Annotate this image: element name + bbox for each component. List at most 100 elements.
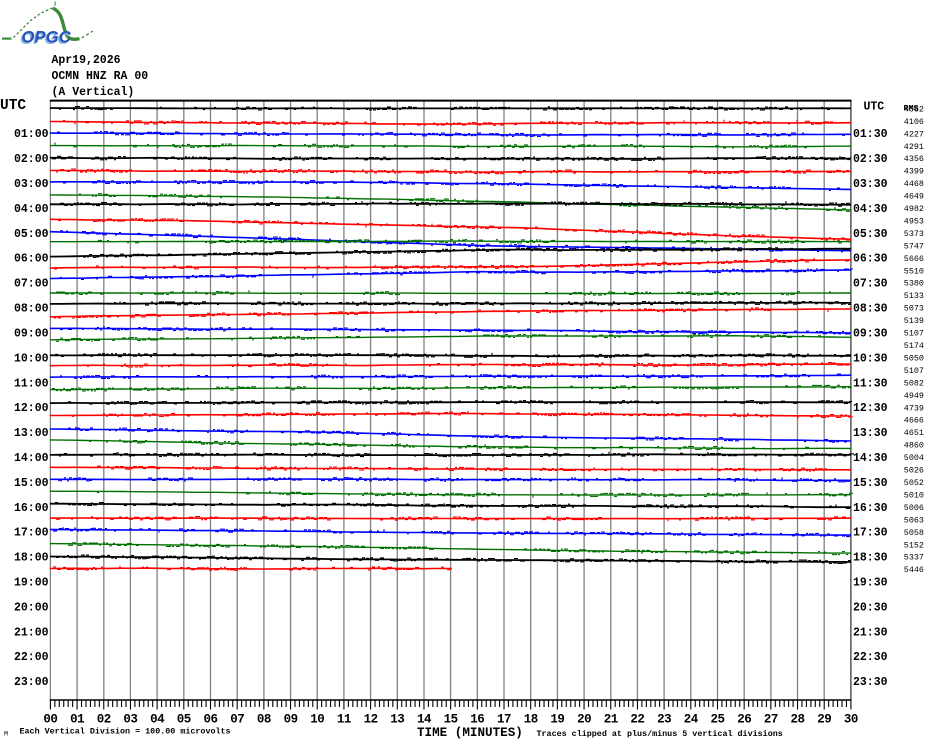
svg-text:5006: 5006 xyxy=(904,503,924,513)
svg-text:19:30: 19:30 xyxy=(853,577,888,590)
svg-text:18:30: 18:30 xyxy=(853,552,888,565)
svg-text:16:30: 16:30 xyxy=(853,502,888,515)
svg-text:22:00: 22:00 xyxy=(14,651,49,664)
svg-text:17: 17 xyxy=(497,713,511,727)
svg-text:30: 30 xyxy=(844,713,858,727)
svg-text:09:00: 09:00 xyxy=(14,328,49,341)
svg-text:4356: 4356 xyxy=(904,154,924,164)
svg-text:08: 08 xyxy=(257,713,271,727)
svg-text:4651: 4651 xyxy=(904,428,924,438)
svg-text:4949: 4949 xyxy=(904,391,924,401)
svg-text:5107: 5107 xyxy=(904,366,924,376)
svg-text:23: 23 xyxy=(657,713,671,727)
svg-text:5073: 5073 xyxy=(904,304,924,314)
svg-text:02: 02 xyxy=(97,713,111,727)
svg-text:08:00: 08:00 xyxy=(14,303,49,316)
svg-text:10:00: 10:00 xyxy=(14,352,49,365)
svg-text:TIME (MINUTES): TIME (MINUTES) xyxy=(417,726,523,740)
svg-text:21: 21 xyxy=(604,713,618,727)
svg-text:4860: 4860 xyxy=(904,441,924,451)
svg-text:17:00: 17:00 xyxy=(14,527,49,540)
svg-text:17:30: 17:30 xyxy=(853,527,888,540)
svg-text:07:00: 07:00 xyxy=(14,278,49,291)
svg-text:5510: 5510 xyxy=(904,266,924,276)
svg-text:5133: 5133 xyxy=(904,291,924,301)
svg-text:16:00: 16:00 xyxy=(14,502,49,515)
svg-text:12: 12 xyxy=(364,713,378,727)
svg-text:5107: 5107 xyxy=(904,329,924,339)
svg-text:25: 25 xyxy=(710,713,724,727)
svg-text:09:30: 09:30 xyxy=(853,328,888,341)
svg-text:14:30: 14:30 xyxy=(853,452,888,465)
svg-text:18: 18 xyxy=(524,713,538,727)
svg-text:19:00: 19:00 xyxy=(14,577,49,590)
svg-text:01:00: 01:00 xyxy=(14,128,49,141)
svg-text:06:30: 06:30 xyxy=(853,253,888,266)
svg-text:5446: 5446 xyxy=(904,565,924,575)
svg-text:5004: 5004 xyxy=(904,453,924,463)
svg-text:5058: 5058 xyxy=(904,528,924,538)
svg-text:01: 01 xyxy=(70,713,84,727)
svg-text:5063: 5063 xyxy=(904,515,924,525)
svg-text:5152: 5152 xyxy=(904,540,924,550)
svg-text:15:30: 15:30 xyxy=(853,477,888,490)
svg-text:21:00: 21:00 xyxy=(14,626,49,639)
svg-text:15: 15 xyxy=(444,713,458,727)
svg-text:18:00: 18:00 xyxy=(14,552,49,565)
svg-text:Traces clipped at plus/minus 5: Traces clipped at plus/minus 5 vertical … xyxy=(537,729,783,739)
svg-text:(A Vertical): (A Vertical) xyxy=(52,86,135,99)
svg-text:4399: 4399 xyxy=(904,167,924,177)
svg-text:UTC: UTC xyxy=(864,101,885,114)
svg-text:Apr19,2026: Apr19,2026 xyxy=(52,54,121,67)
svg-text:Each Vertical Division = 100.: Each Vertical Division = 100.00 microvol… xyxy=(20,727,231,737)
svg-text:27: 27 xyxy=(764,713,778,727)
svg-text:5026: 5026 xyxy=(904,466,924,476)
svg-text:09: 09 xyxy=(284,713,298,727)
svg-text:23:00: 23:00 xyxy=(14,676,49,689)
svg-text:4468: 4468 xyxy=(904,179,924,189)
svg-text:4666: 4666 xyxy=(904,416,924,426)
svg-text:22:30: 22:30 xyxy=(853,651,888,664)
svg-text:06: 06 xyxy=(203,713,217,727)
svg-text:20: 20 xyxy=(577,713,591,727)
svg-text:OPGC: OPGC xyxy=(22,29,72,47)
svg-text:4106: 4106 xyxy=(904,117,924,127)
svg-text:19: 19 xyxy=(550,713,564,727)
svg-text:23:30: 23:30 xyxy=(853,676,888,689)
svg-text:02:00: 02:00 xyxy=(14,153,49,166)
svg-text:RMS: RMS xyxy=(904,103,919,113)
svg-text:5174: 5174 xyxy=(904,341,924,351)
svg-text:12:30: 12:30 xyxy=(853,402,888,415)
svg-text:04: 04 xyxy=(150,713,165,727)
svg-text:5052: 5052 xyxy=(904,478,924,488)
svg-text:05:30: 05:30 xyxy=(853,228,888,241)
svg-text:05: 05 xyxy=(177,713,191,727)
svg-text:02:30: 02:30 xyxy=(853,153,888,166)
svg-text:13:00: 13:00 xyxy=(14,427,49,440)
svg-text:04:00: 04:00 xyxy=(14,203,49,216)
svg-text:5747: 5747 xyxy=(904,241,924,251)
svg-text:07: 07 xyxy=(230,713,244,727)
svg-text:5666: 5666 xyxy=(904,254,924,264)
svg-text:06:00: 06:00 xyxy=(14,253,49,266)
svg-text:08:30: 08:30 xyxy=(853,303,888,316)
svg-text:4739: 4739 xyxy=(904,403,924,413)
svg-text:11: 11 xyxy=(337,713,351,727)
svg-text:10:30: 10:30 xyxy=(853,352,888,365)
svg-text:11:30: 11:30 xyxy=(853,377,888,390)
svg-text:04:30: 04:30 xyxy=(853,203,888,216)
svg-text:03:30: 03:30 xyxy=(853,178,888,191)
svg-text:16: 16 xyxy=(470,713,484,727)
svg-text:13:30: 13:30 xyxy=(853,427,888,440)
svg-text:5010: 5010 xyxy=(904,490,924,500)
svg-text:28: 28 xyxy=(790,713,804,727)
svg-text:5082: 5082 xyxy=(904,378,924,388)
svg-text:14: 14 xyxy=(417,713,432,727)
svg-text:M: M xyxy=(4,731,8,738)
svg-text:20:00: 20:00 xyxy=(14,601,49,614)
svg-text:5050: 5050 xyxy=(904,354,924,364)
svg-text:5373: 5373 xyxy=(904,229,924,239)
svg-text:22: 22 xyxy=(630,713,644,727)
svg-text:4982: 4982 xyxy=(904,204,924,214)
svg-text:24: 24 xyxy=(684,713,699,727)
